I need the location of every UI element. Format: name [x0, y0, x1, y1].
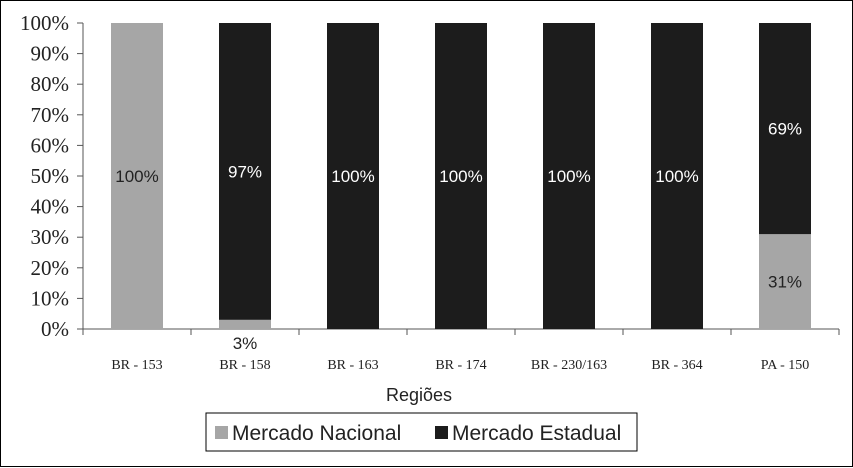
- data-label: 100%: [655, 167, 698, 186]
- y-tick-label: 80%: [31, 72, 70, 96]
- bar-mercado-estadual-5: [543, 23, 595, 329]
- x-tick-label: BR - 158: [219, 358, 270, 373]
- x-axis-title: Regiões: [386, 385, 452, 405]
- bar-mercado-nacional-1: [111, 23, 163, 329]
- legend-swatch: [215, 426, 228, 439]
- bar-mercado-nacional-7: [759, 234, 811, 329]
- y-tick-label: 30%: [31, 225, 70, 249]
- data-label: 100%: [331, 167, 374, 186]
- y-tick-label: 0%: [41, 317, 69, 341]
- bar-mercado-estadual-3: [327, 23, 379, 329]
- y-tick-label: 10%: [31, 286, 70, 310]
- legend-box: [205, 412, 638, 452]
- x-tick-label: BR - 163: [327, 358, 378, 373]
- data-label: 3%: [233, 334, 258, 353]
- bar-mercado-nacional-2: [219, 319, 271, 329]
- bar-mercado-estadual-7: [759, 23, 811, 235]
- data-label: 100%: [115, 167, 158, 186]
- y-tick-label: 90%: [31, 42, 70, 66]
- x-axis-ticks: BR - 153 BR - 158 BR - 163 BR - 174 BR - 230…: [82, 329, 840, 373]
- x-tick-label: PA - 150: [761, 358, 810, 373]
- data-label: 69%: [768, 120, 802, 139]
- x-tick-label: BR - 230/163: [531, 358, 607, 373]
- bar-mercado-estadual-4: [435, 23, 487, 329]
- data-label: 100%: [439, 167, 482, 186]
- data-label: 31%: [768, 273, 802, 292]
- legend: Mercado Nacional Mercado Estadual: [205, 412, 638, 452]
- y-tick-label: 100%: [20, 11, 69, 35]
- x-tick-label: BR - 174: [435, 358, 486, 373]
- y-axis-ticks: 0% 10% 20% 30% 40% 50% 60% 70% 80% 90% 100%: [20, 11, 83, 341]
- y-tick-label: 40%: [31, 195, 70, 219]
- bar-mercado-estadual-2: [219, 23, 271, 320]
- legend-swatch: [435, 426, 448, 439]
- data-label: 97%: [228, 162, 262, 181]
- legend-label: Mercado Nacional: [232, 422, 401, 445]
- y-tick-label: 60%: [31, 133, 70, 157]
- legend-label: Mercado Estadual: [452, 422, 621, 445]
- y-tick-label: 20%: [31, 256, 70, 280]
- data-label: 100%: [547, 167, 590, 186]
- y-tick-label: 50%: [31, 164, 70, 188]
- x-tick-label: BR - 153: [111, 358, 162, 373]
- y-tick-label: 70%: [31, 103, 70, 127]
- plot-area: 100% 3% 97% 100% 100% 100% 100% 31% 69%: [82, 23, 839, 353]
- x-tick-label: BR - 364: [651, 358, 702, 373]
- bar-mercado-estadual-6: [651, 23, 703, 329]
